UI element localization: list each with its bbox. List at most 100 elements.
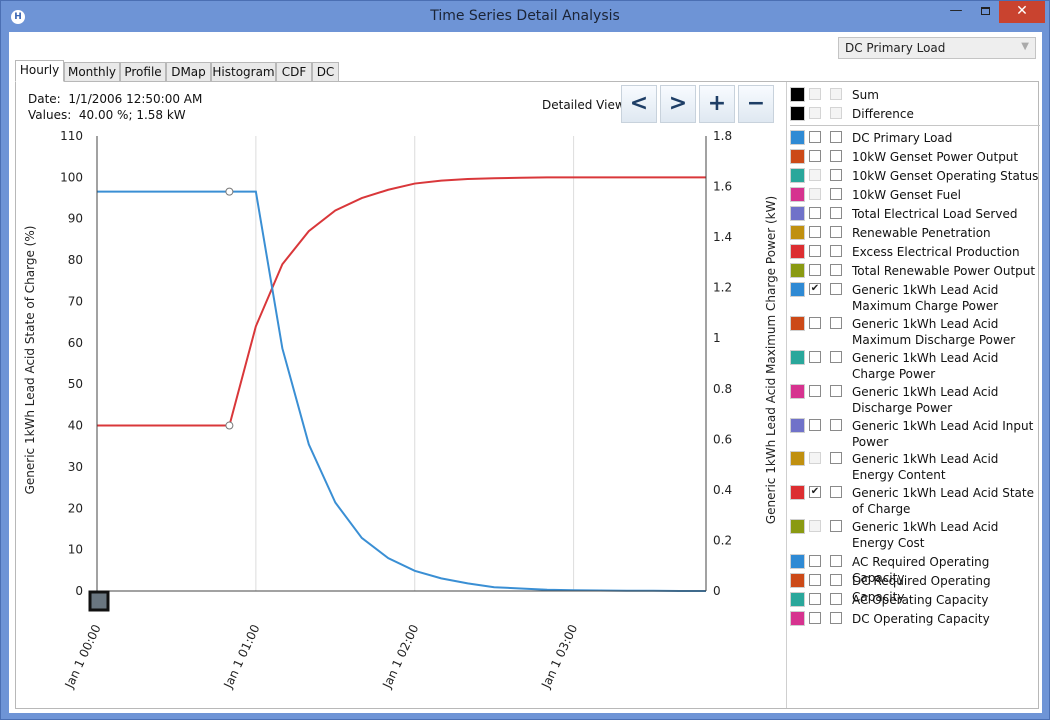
legend-item[interactable]: Generic 1kWh Lead Acid Energy Content (787, 449, 1041, 483)
legend-item[interactable]: Sum (787, 85, 1041, 104)
series-axis-checkbox[interactable] (830, 88, 842, 100)
legend-item[interactable]: AC Operating Capacity (787, 590, 1041, 609)
series-visible-checkbox[interactable]: ✔ (809, 486, 821, 498)
tab-histogram[interactable]: Histogram (211, 62, 276, 82)
series-visible-checkbox[interactable] (809, 317, 821, 329)
tab-monthly[interactable]: Monthly (64, 62, 120, 82)
color-swatch[interactable] (790, 106, 805, 121)
color-swatch[interactable] (790, 451, 805, 466)
series-axis-checkbox[interactable] (830, 520, 842, 532)
series-axis-checkbox[interactable] (830, 452, 842, 464)
legend-item[interactable]: 10kW Genset Power Output (787, 147, 1041, 166)
series-axis-checkbox[interactable] (830, 131, 842, 143)
series-axis-checkbox[interactable] (830, 555, 842, 567)
series-axis-checkbox[interactable] (830, 574, 842, 586)
scrollbar-thumb[interactable] (88, 590, 110, 612)
legend-item[interactable]: Generic 1kWh Lead Acid Energy Cost (787, 517, 1041, 551)
series-axis-checkbox[interactable] (830, 188, 842, 200)
color-swatch[interactable] (790, 149, 805, 164)
series-axis-checkbox[interactable] (830, 226, 842, 238)
color-swatch[interactable] (790, 350, 805, 365)
legend-item[interactable]: Generic 1kWh Lead Acid Maximum Discharge… (787, 314, 1041, 348)
legend-item[interactable]: Difference (787, 104, 1041, 123)
series-dropdown[interactable]: DC Primary Load ▼ (838, 37, 1036, 59)
tab-cdf[interactable]: CDF (276, 62, 312, 82)
zoom-out-button[interactable]: − (738, 85, 774, 123)
color-swatch[interactable] (790, 130, 805, 145)
legend-item[interactable]: AC Required Operating Capacity (787, 552, 1041, 585)
series-axis-checkbox[interactable] (830, 317, 842, 329)
color-swatch[interactable] (790, 418, 805, 433)
series-visible-checkbox[interactable] (809, 88, 821, 100)
series-visible-checkbox[interactable] (809, 452, 821, 464)
color-swatch[interactable] (790, 519, 805, 534)
legend-item[interactable]: 10kW Genset Fuel (787, 185, 1041, 204)
color-swatch[interactable] (790, 384, 805, 399)
series-visible-checkbox[interactable] (809, 351, 821, 363)
color-swatch[interactable] (790, 592, 805, 607)
series-visible-checkbox[interactable] (809, 520, 821, 532)
series-visible-checkbox[interactable] (809, 574, 821, 586)
series-visible-checkbox[interactable] (809, 612, 821, 624)
legend-item[interactable]: Total Electrical Load Served (787, 204, 1041, 223)
series-axis-checkbox[interactable] (830, 612, 842, 624)
series-axis-checkbox[interactable] (830, 107, 842, 119)
color-swatch[interactable] (790, 263, 805, 278)
series-visible-checkbox[interactable] (809, 245, 821, 257)
series-visible-checkbox[interactable] (809, 264, 821, 276)
legend-item[interactable]: DC Required Operating Capacity (787, 571, 1041, 604)
app-icon[interactable]: H (11, 10, 25, 24)
series-visible-checkbox[interactable] (809, 169, 821, 181)
series-visible-checkbox[interactable] (809, 419, 821, 431)
series-visible-checkbox[interactable] (809, 131, 821, 143)
series-axis-checkbox[interactable] (830, 245, 842, 257)
color-swatch[interactable] (790, 554, 805, 569)
previous-button[interactable]: < (621, 85, 657, 123)
time-series-chart[interactable]: Jan 1 00:00 Jan 1 01:00 Jan 1 02:00 Jan 1 0… (16, 82, 786, 708)
legend-item[interactable]: 10kW Genset Operating Status (787, 166, 1041, 185)
title-bar[interactable]: H Time Series Detail Analysis — ✕ (1, 1, 1049, 32)
series-axis-checkbox[interactable] (830, 385, 842, 397)
legend-item[interactable]: Generic 1kWh Lead Acid Charge Power (787, 348, 1041, 382)
tab-profile[interactable]: Profile (120, 62, 166, 82)
series-axis-checkbox[interactable] (830, 169, 842, 181)
tab-hourly[interactable]: Hourly (15, 60, 64, 82)
color-swatch[interactable] (790, 485, 805, 500)
series-visible-checkbox[interactable] (809, 226, 821, 238)
legend-item[interactable]: Total Renewable Power Output (787, 261, 1041, 280)
legend-item[interactable]: DC Primary Load (787, 128, 1041, 147)
legend-item[interactable]: Generic 1kWh Lead Acid Discharge Power (787, 382, 1041, 416)
color-swatch[interactable] (790, 316, 805, 331)
color-swatch[interactable] (790, 87, 805, 102)
legend-item[interactable]: Excess Electrical Production (787, 242, 1041, 261)
series-visible-checkbox[interactable]: ✔ (809, 283, 821, 295)
color-swatch[interactable] (790, 206, 805, 221)
color-swatch[interactable] (790, 573, 805, 588)
zoom-in-button[interactable]: + (699, 85, 735, 123)
series-visible-checkbox[interactable] (809, 150, 821, 162)
legend-item[interactable]: ✔ Generic 1kWh Lead Acid Maximum Charge P… (787, 280, 1041, 314)
color-swatch[interactable] (790, 225, 805, 240)
legend-item[interactable]: DC Operating Capacity (787, 609, 1041, 628)
legend-item[interactable]: Renewable Penetration (787, 223, 1041, 242)
color-swatch[interactable] (790, 187, 805, 202)
series-visible-checkbox[interactable] (809, 385, 821, 397)
series-axis-checkbox[interactable] (830, 150, 842, 162)
color-swatch[interactable] (790, 282, 805, 297)
color-swatch[interactable] (790, 168, 805, 183)
color-swatch[interactable] (790, 611, 805, 626)
series-axis-checkbox[interactable] (830, 264, 842, 276)
series-axis-checkbox[interactable] (830, 486, 842, 498)
series-visible-checkbox[interactable] (809, 555, 821, 567)
legend-item[interactable]: ✔ Generic 1kWh Lead Acid State of Charge (787, 483, 1041, 517)
series-axis-checkbox[interactable] (830, 593, 842, 605)
close-button[interactable]: ✕ (999, 1, 1045, 23)
series-visible-checkbox[interactable] (809, 107, 821, 119)
next-button[interactable]: > (660, 85, 696, 123)
series-visible-checkbox[interactable] (809, 593, 821, 605)
maximize-button[interactable] (971, 1, 999, 23)
series-visible-checkbox[interactable] (809, 207, 821, 219)
minimize-button[interactable]: — (949, 3, 963, 18)
color-swatch[interactable] (790, 244, 805, 259)
series-axis-checkbox[interactable] (830, 207, 842, 219)
